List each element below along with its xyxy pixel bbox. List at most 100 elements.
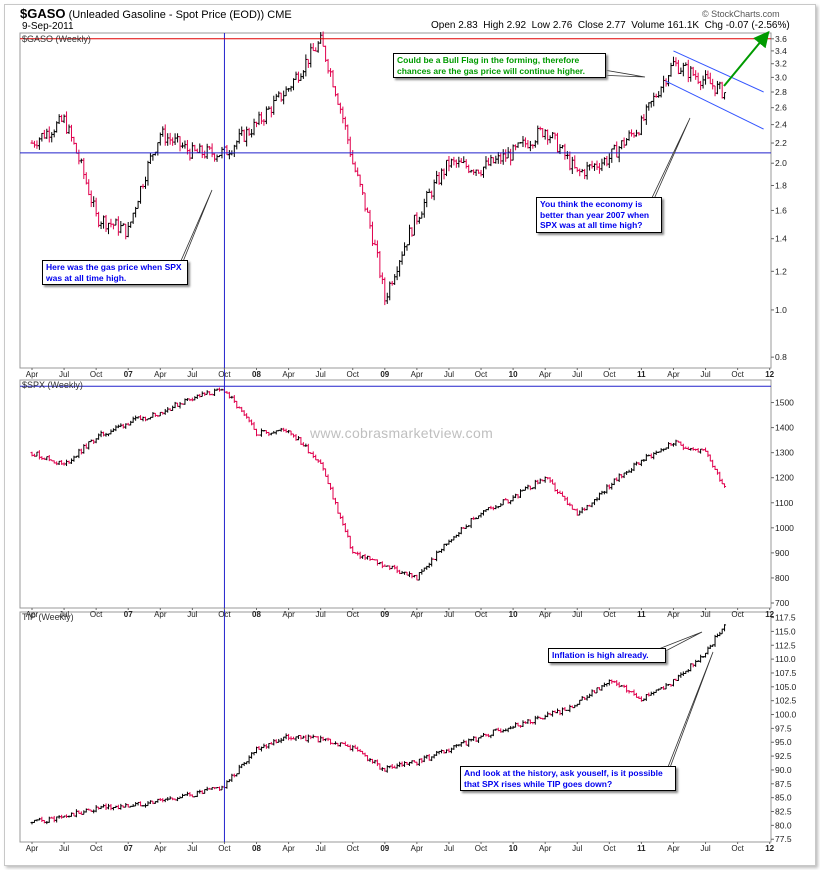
y-tick-label: 1300: [775, 448, 794, 458]
x-tick-label: 11: [637, 610, 646, 619]
open-label: Open: [431, 20, 456, 31]
y-tick-label: 1.0: [775, 305, 787, 315]
x-tick-label: Apr: [154, 610, 167, 619]
x-tick-label: 10: [509, 844, 518, 853]
y-tick-label: 102.5: [775, 696, 797, 706]
x-tick-label: 07: [124, 370, 133, 379]
inflation-note: Inflation is high already.: [548, 648, 666, 663]
low-value: 2.76: [552, 20, 573, 31]
y-tick-label: 80.0: [775, 820, 792, 830]
x-tick-label: 12: [765, 844, 774, 853]
x-tick-label: 08: [252, 610, 261, 619]
panel-label-tip: TIP (Weekly): [22, 612, 74, 622]
x-tick-label: Oct: [90, 844, 103, 853]
y-tick-label: 800: [775, 573, 789, 583]
x-tick-label: Apr: [411, 610, 424, 619]
x-tick-label: Oct: [475, 844, 488, 853]
x-tick-label: Oct: [731, 370, 744, 379]
x-tick-label: Oct: [731, 844, 744, 853]
chg-value: -0.07 (-2.56%): [725, 20, 790, 31]
x-tick-label: Oct: [218, 844, 231, 853]
y-tick-label: 3.6: [775, 34, 787, 44]
volume-label: Volume: [631, 20, 665, 31]
history-note: And look at the history, ask youself, is…: [460, 766, 676, 791]
x-tick-label: Oct: [731, 610, 744, 619]
x-tick-label: 11: [637, 844, 646, 853]
x-tick-label: Jul: [187, 610, 197, 619]
x-tick-label: Oct: [475, 370, 488, 379]
flag-upper-line: [673, 50, 764, 93]
x-tick-label: 10: [509, 610, 518, 619]
low-label: Low: [531, 20, 551, 31]
panel-border-2: [19, 611, 772, 843]
x-tick-label: Oct: [218, 610, 231, 619]
y-tick-label: 117.5: [775, 613, 796, 623]
x-tick-label: Jul: [572, 844, 582, 853]
y-tick-label: 115.0: [775, 626, 796, 636]
x-tick-label: 09: [380, 610, 389, 619]
bull-flag-note: Could be a Bull Flag in the forming, the…: [393, 53, 606, 78]
x-tick-label: Jul: [700, 610, 710, 619]
y-tick-label: 112.5: [775, 640, 796, 650]
panel-border-0: [19, 32, 772, 369]
x-tick-label: Apr: [411, 844, 424, 853]
x-tick-label: Jul: [572, 610, 582, 619]
x-tick-label: Oct: [347, 610, 360, 619]
y-tick-label: 77.5: [775, 834, 792, 844]
y-tick-label: 3.0: [775, 72, 787, 82]
economy-pointer: [649, 117, 691, 209]
x-tick-label: 12: [765, 370, 774, 379]
x-tick-label: Apr: [26, 610, 39, 619]
y-tick-label: 97.5: [775, 723, 792, 733]
y-tick-label: 85.0: [775, 793, 792, 803]
y-tick-label: 110.0: [775, 654, 796, 664]
x-tick-label: Oct: [347, 370, 360, 379]
y-tick-label: 92.5: [775, 751, 792, 761]
x-tick-label: Jul: [700, 844, 710, 853]
y-tick-label: 107.5: [775, 668, 797, 678]
breakout-arrow: [723, 30, 770, 87]
chart-frame: [4, 4, 816, 866]
x-tick-label: Jul: [59, 370, 69, 379]
y-tick-label: 900: [775, 548, 789, 558]
high-value: 2.92: [506, 20, 527, 31]
x-tick-label: Apr: [539, 370, 552, 379]
x-tick-label: Jul: [444, 610, 454, 619]
economy-question-note: You think the economy is better than yea…: [536, 197, 662, 233]
x-tick-label: Jul: [316, 370, 326, 379]
flag-lower-line: [665, 80, 764, 130]
y-tick-label: 1100: [775, 498, 794, 508]
y-tick-label: 2.2: [775, 138, 787, 148]
high-label: High: [483, 20, 504, 31]
x-tick-label: Apr: [667, 370, 680, 379]
x-tick-label: Jul: [316, 610, 326, 619]
y-tick-label: 2.8: [775, 87, 787, 97]
x-tick-label: Apr: [282, 844, 295, 853]
x-tick-label: Oct: [218, 370, 231, 379]
volume-value: 161.1K: [667, 20, 700, 31]
y-tick-label: 1.2: [775, 266, 787, 276]
x-tick-label: Apr: [667, 844, 680, 853]
y-tick-label: 1400: [775, 423, 794, 433]
y-tick-label: 1.4: [775, 234, 787, 244]
x-tick-label: Jul: [444, 370, 454, 379]
symbol: $GASO: [20, 6, 66, 21]
x-tick-label: Oct: [90, 370, 103, 379]
chg-label: Chg: [704, 20, 723, 31]
chart-header-title: $GASO (Unleaded Gasoline - Spot Price (E…: [20, 6, 292, 21]
x-tick-label: Jul: [59, 610, 69, 619]
source-credit: © StockCharts.com: [702, 9, 780, 19]
y-tick-label: 0.8: [775, 352, 787, 362]
y-tick-label: 95.0: [775, 737, 792, 747]
gas-at-ath-note: Here was the gas price when SPX was at a…: [42, 260, 188, 285]
y-tick-label: 2.0: [775, 158, 787, 168]
x-tick-label: Apr: [282, 610, 295, 619]
y-tick-label: 90.0: [775, 765, 792, 775]
x-tick-label: Jul: [444, 844, 454, 853]
x-tick-label: Apr: [667, 610, 680, 619]
watermark: www.cobrasmarketview.com: [310, 425, 494, 441]
x-tick-label: 07: [124, 844, 133, 853]
x-tick-label: Jul: [700, 370, 710, 379]
x-tick-label: Jul: [187, 370, 197, 379]
